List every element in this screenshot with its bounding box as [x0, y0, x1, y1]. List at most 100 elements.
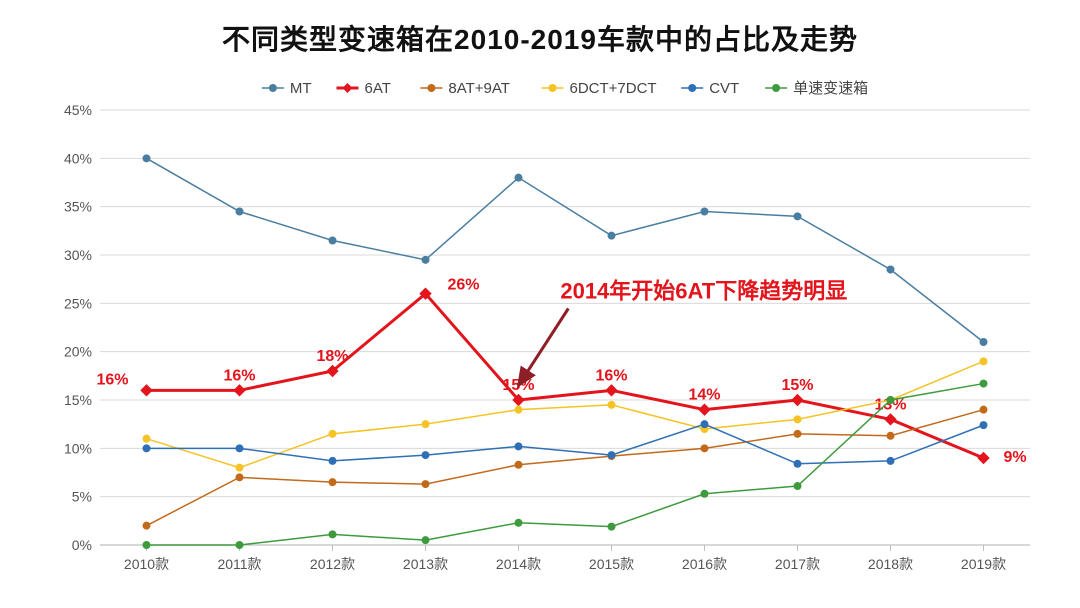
legend-label: 8AT+9AT: [448, 80, 510, 97]
series-marker: [606, 385, 617, 396]
point-label: 16%: [223, 367, 255, 384]
series-line: [147, 294, 984, 458]
y-tick-label: 30%: [64, 247, 92, 263]
series-marker: [887, 457, 895, 465]
point-label: 16%: [595, 367, 627, 384]
line-chart-svg: 0% 5% 10% 15% 20% 25% 30% 35% 40% 45% 2010款 2011款 20…: [40, 70, 1060, 590]
legend-label: 单速变速箱: [793, 80, 868, 97]
y-tick-label: 35%: [64, 199, 92, 215]
series-marker: [143, 154, 151, 162]
series-marker: [794, 415, 802, 423]
series-marker: [236, 473, 244, 481]
series-marker: [608, 451, 616, 459]
series-marker: [515, 442, 523, 450]
series-line: [147, 410, 984, 526]
legend-marker: [343, 83, 353, 93]
series-marker: [792, 395, 803, 406]
series-marker: [143, 444, 151, 452]
y-tick-label: 0%: [72, 537, 92, 553]
series-marker: [794, 430, 802, 438]
series-marker: [515, 406, 523, 414]
series-marker: [143, 522, 151, 530]
legend-marker: [688, 84, 696, 92]
series-marker: [329, 478, 337, 486]
series-marker: [794, 460, 802, 468]
series-marker: [701, 420, 709, 428]
series-marker: [236, 444, 244, 452]
series-marker: [143, 435, 151, 443]
series-marker: [422, 420, 430, 428]
series-marker: [329, 237, 337, 245]
series-marker: [422, 256, 430, 264]
legend-label: 6DCT+7DCT: [570, 80, 657, 97]
series-marker: [701, 208, 709, 216]
series-marker: [978, 453, 989, 464]
y-tick-label: 25%: [64, 295, 92, 311]
point-label: 15%: [781, 377, 813, 394]
series-marker: [143, 541, 151, 549]
series-marker: [329, 530, 337, 538]
x-tick-label: 2013款: [403, 556, 448, 572]
series-marker: [236, 464, 244, 472]
series-marker: [329, 430, 337, 438]
series-marker: [515, 461, 523, 469]
series-marker: [236, 541, 244, 549]
legend-label: CVT: [709, 80, 739, 97]
series-marker: [422, 451, 430, 459]
series-marker: [980, 357, 988, 365]
series-marker: [885, 414, 896, 425]
point-label: 26%: [448, 277, 480, 294]
series-marker: [701, 490, 709, 498]
point-label: 9%: [1004, 449, 1027, 466]
series-marker: [608, 401, 616, 409]
legend-label: MT: [290, 80, 312, 97]
x-tick-label: 2014款: [496, 556, 541, 572]
series-marker: [234, 385, 245, 396]
legend-marker: [269, 84, 277, 92]
y-tick-label: 20%: [64, 344, 92, 360]
point-label: 14%: [688, 387, 720, 404]
x-tick-label: 2011款: [217, 556, 261, 572]
y-tick-label: 5%: [72, 489, 92, 505]
series-marker: [980, 338, 988, 346]
series-marker: [980, 380, 988, 388]
series-marker: [699, 404, 710, 415]
series-marker: [980, 421, 988, 429]
series-marker: [701, 444, 709, 452]
series-marker: [887, 396, 895, 404]
series-marker: [887, 266, 895, 274]
x-tick-label: 2019款: [961, 556, 1006, 572]
series-marker: [794, 212, 802, 220]
series-marker: [422, 536, 430, 544]
y-tick-label: 45%: [64, 102, 92, 118]
series-marker: [794, 482, 802, 490]
x-tick-label: 2016款: [682, 556, 727, 572]
legend-marker: [549, 84, 557, 92]
point-label: 16%: [96, 371, 128, 388]
x-tick-label: 2015款: [589, 556, 634, 572]
series-marker: [141, 385, 152, 396]
series-marker: [329, 457, 337, 465]
series-marker: [608, 523, 616, 531]
annotation-arrow: [519, 309, 569, 386]
series-marker: [887, 432, 895, 440]
series-marker: [515, 519, 523, 527]
legend-label: 6AT: [365, 80, 391, 97]
chart-area: 0% 5% 10% 15% 20% 25% 30% 35% 40% 45% 2010款 2011款 20…: [40, 70, 1060, 590]
series-marker: [236, 208, 244, 216]
y-tick-label: 15%: [64, 392, 92, 408]
x-tick-label: 2010款: [124, 556, 169, 572]
point-label: 18%: [316, 348, 348, 365]
legend-marker: [772, 84, 780, 92]
series-marker: [515, 174, 523, 182]
series-marker: [422, 480, 430, 488]
legend-marker: [427, 84, 435, 92]
y-tick-label: 40%: [64, 150, 92, 166]
x-tick-label: 2018款: [868, 556, 913, 572]
y-tick-label: 10%: [64, 440, 92, 456]
x-tick-label: 2017款: [775, 556, 820, 572]
annotation-text: 2014年开始6AT下降趋势明显: [560, 279, 847, 304]
series-line: [147, 361, 984, 467]
series-marker: [608, 232, 616, 240]
chart-title: 不同类型变速箱在2010-2019车款中的占比及走势: [0, 18, 1080, 58]
